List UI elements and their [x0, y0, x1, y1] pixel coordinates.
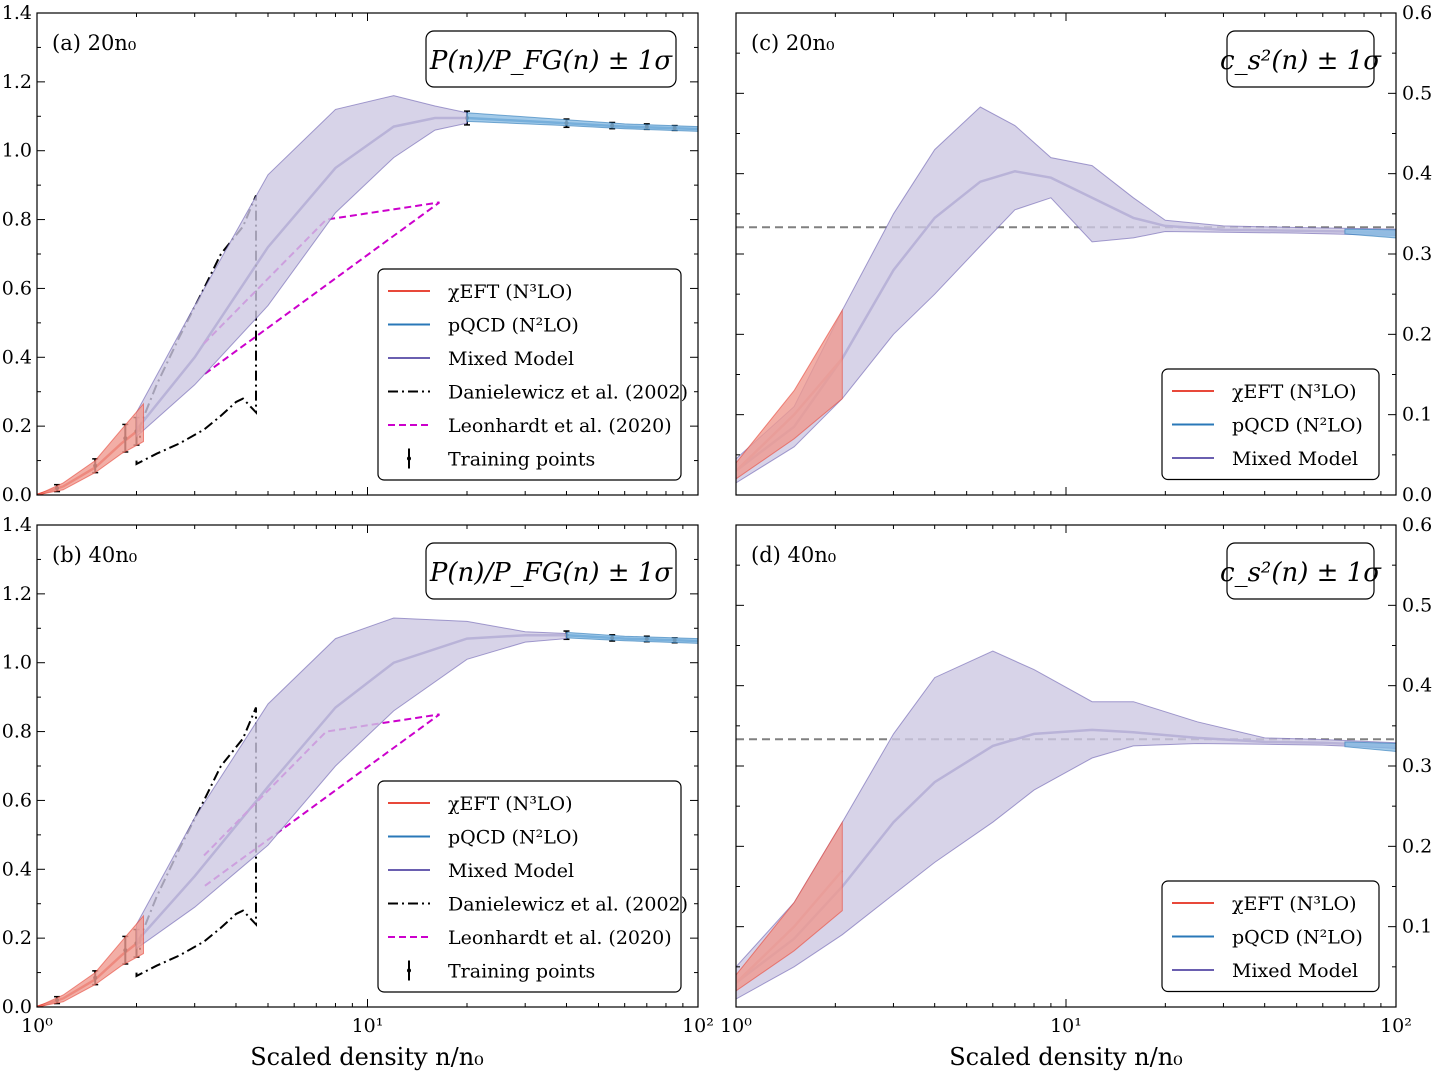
legend-label: Training points: [448, 449, 595, 471]
y-tick-label: 0.8: [2, 209, 32, 231]
legend-label: Mixed Model: [1232, 448, 1358, 470]
legend-label: pQCD (N²LO): [448, 315, 579, 337]
x-tick-label: 10²: [1380, 1015, 1412, 1037]
title-box: [1226, 30, 1375, 88]
panel-c-sound-speed: 0.0 0.1 0.2 0.3 0.4 0.5 0.6 (c) 20n₀ c_s²(n) ± 1…: [735, 2, 1432, 506]
y-tick-label: 1.4: [2, 2, 32, 24]
legend-label: pQCD (N²LO): [448, 827, 579, 849]
y-tick-label: 0.0: [2, 484, 32, 506]
pqcd-band: [1344, 228, 1397, 239]
x-tick-label: 10¹: [352, 1015, 384, 1037]
legend-label: Leonhardt et al. (2020): [448, 927, 672, 949]
panel-label: (c) 20n₀: [751, 31, 835, 55]
y-tick-label: 0.8: [2, 721, 32, 743]
legend-box: [1161, 880, 1380, 993]
y-tick-label: 0.6: [2, 789, 32, 811]
legend-label: Mixed Model: [448, 860, 574, 882]
y-tick-label: 1.0: [2, 140, 32, 162]
legend-marker-point: [407, 456, 411, 461]
panel-label: (a) 20n₀: [52, 31, 136, 55]
title-box-text: c_s²(n) ± 1σ: [1220, 46, 1382, 76]
y-tick-label: 0.6: [1402, 2, 1432, 24]
legend-box: [1161, 368, 1380, 481]
chieft-band: [36, 914, 144, 1008]
legend-label: χEFT (N³LO): [1232, 381, 1357, 403]
y-tick-label: 0.1: [1402, 404, 1432, 426]
title-box: [1226, 542, 1375, 600]
y-tick-label: 0.0: [1402, 484, 1432, 506]
legend-label: Mixed Model: [448, 348, 574, 370]
legend-label: χEFT (N³LO): [448, 793, 573, 815]
y-tick-label: 0.3: [1402, 243, 1432, 265]
y-tick-label: 1.2: [2, 583, 32, 605]
pqcd-band: [466, 112, 699, 132]
legend-marker-point: [407, 968, 411, 973]
legend-box: [377, 268, 682, 481]
y-tick-label: 1.2: [2, 71, 32, 93]
pqcd-band: [1344, 741, 1397, 753]
chieft-band: [735, 308, 843, 480]
leonhardt-line: [203, 713, 440, 888]
legend-label: Mixed Model: [1232, 960, 1358, 982]
title-box-text: P(n)/P_FG(n) ± 1σ: [429, 558, 673, 588]
y-tick-label: 0.3: [1402, 755, 1432, 777]
y-tick-label: 0.2: [1402, 835, 1432, 857]
legend-label: Leonhardt et al. (2020): [448, 415, 672, 437]
legend-label: χEFT (N³LO): [1232, 893, 1357, 915]
x-axis-label-left: Scaled density n/n₀: [250, 1043, 484, 1071]
x-tick-label: 10⁰: [720, 1015, 752, 1037]
legend-box: [377, 780, 682, 993]
mixed-model-band: [136, 95, 468, 438]
legend-label: pQCD (N²LO): [1232, 415, 1363, 437]
y-tick-label: 0.2: [2, 927, 32, 949]
y-tick-label: 0.6: [2, 277, 32, 299]
legend-label: pQCD (N²LO): [1232, 927, 1363, 949]
y-tick-label: 0.5: [1402, 594, 1432, 616]
y-tick-label: 1.0: [2, 652, 32, 674]
title-box-text: P(n)/P_FG(n) ± 1σ: [429, 46, 673, 76]
title-box: [425, 30, 677, 88]
y-tick-label: 0.4: [1402, 675, 1432, 697]
x-axis-label-right: Scaled density n/n₀: [949, 1043, 1183, 1071]
y-tick-label: 0.0: [2, 996, 32, 1018]
legend-label: Training points: [448, 961, 595, 983]
y-tick-label: 0.5: [1402, 82, 1432, 104]
y-tick-label: 0.6: [1402, 514, 1432, 536]
legend-label: χEFT (N³LO): [448, 281, 573, 303]
y-tick-label: 0.4: [2, 858, 32, 880]
y-tick-label: 0.4: [1402, 163, 1432, 185]
x-tick-label: 10⁰: [21, 1015, 53, 1037]
y-tick-label: 0.2: [2, 415, 32, 437]
x-tick-label: 10¹: [1050, 1015, 1082, 1037]
chieft-band: [36, 402, 144, 496]
title-box-text: c_s²(n) ± 1σ: [1220, 558, 1382, 588]
y-tick-label: 0.2: [1402, 323, 1432, 345]
x-tick-label: 10²: [682, 1015, 714, 1037]
leonhardt-line: [203, 201, 440, 376]
y-tick-label: 0.1: [1402, 916, 1432, 938]
mixed-model-band: [136, 617, 567, 950]
panel-b-pressure: 10⁰ 10¹ 10² 0.0 0.2 0.4 0.6 0.8 1.0 1.2 1.4 (b) 40n…: [2, 514, 714, 1037]
legend-label: Danielewicz et al. (2002): [448, 894, 688, 916]
y-tick-label: 1.4: [2, 514, 32, 536]
panel-label: (b) 40n₀: [52, 543, 137, 567]
panel-label: (d) 40n₀: [751, 543, 836, 567]
panel-d-sound-speed: 10⁰ 10¹ 10² 0.1 0.2 0.3 0.4 0.5 0.6 (d) 40n₀ c_s²(…: [720, 514, 1432, 1037]
pqcd-band: [566, 631, 699, 644]
legend-label: Danielewicz et al. (2002): [448, 382, 688, 404]
title-box: [425, 542, 677, 600]
y-tick-label: 0.4: [2, 346, 32, 368]
panel-a-pressure: 0.0 0.2 0.4 0.6 0.8 1.0 1.2 1.4 (a) 20n₀ P(n)/P_F…: [2, 2, 699, 506]
